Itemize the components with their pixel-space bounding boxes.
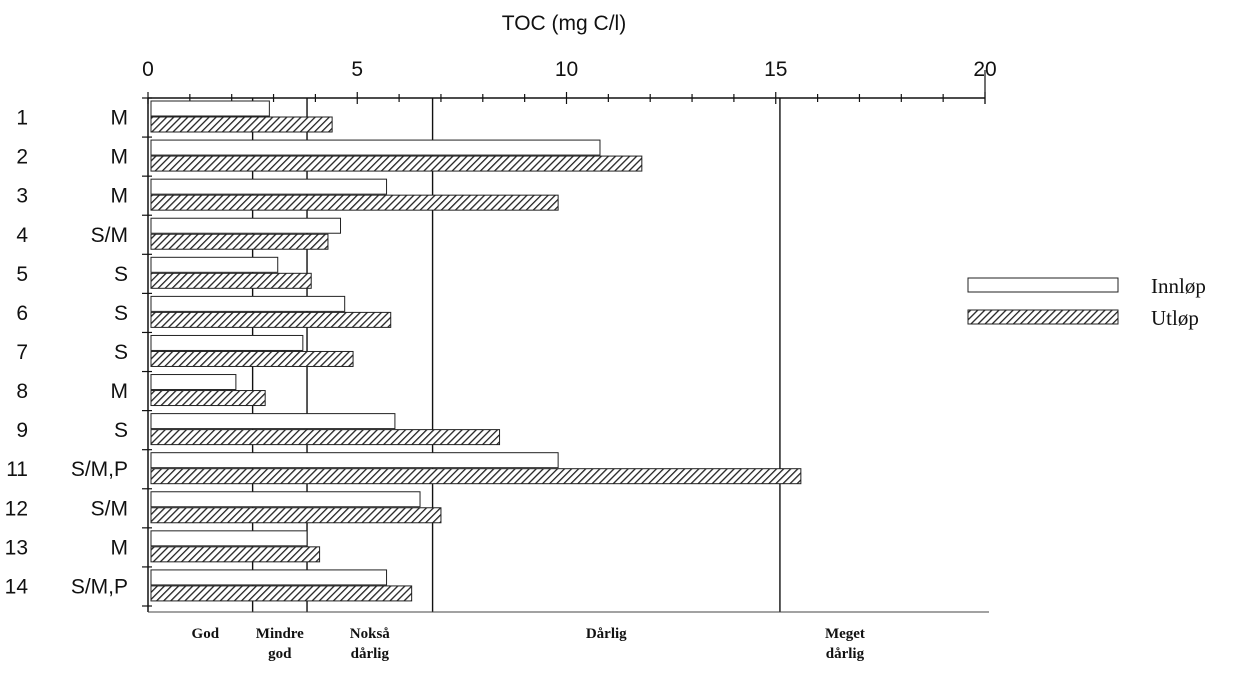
legend-swatch-utlop [967, 309, 1119, 325]
bar-utlop [150, 116, 333, 133]
category-code: S/M,P [71, 458, 128, 481]
quality-class-labels: God Mindre god Nokså dårlig Dårlig Meget dårlig [192, 626, 865, 662]
category-code: S [114, 341, 128, 364]
category-number: 12 [5, 497, 28, 520]
bar-utlop [150, 507, 442, 524]
category-code: M [111, 380, 129, 403]
quality-class-label: Dårlig [586, 626, 627, 642]
bars [150, 100, 802, 602]
bar-utlop [150, 350, 354, 367]
quality-class-label: God [192, 626, 220, 642]
quality-class-label: dårlig [351, 646, 390, 662]
bar-innlop [150, 295, 346, 312]
category-number: 7 [16, 341, 28, 364]
category-code: M [111, 536, 129, 559]
bar-innlop [150, 100, 270, 117]
bar-innlop [150, 256, 279, 273]
quality-class-label: Nokså [350, 626, 391, 642]
category-code: S/M,P [71, 575, 128, 598]
bar-innlop [150, 178, 388, 195]
bar-utlop [150, 194, 559, 211]
bar-utlop [150, 155, 643, 172]
bar-utlop [150, 429, 501, 446]
quality-class-label: dårlig [826, 646, 865, 662]
category-number: 2 [16, 146, 28, 169]
axes: 0 5 10 15 20 [142, 58, 997, 613]
x-tick-label: 20 [973, 58, 996, 81]
quality-class-label: god [268, 646, 292, 662]
bar-innlop [150, 374, 237, 391]
x-tick-label: 0 [142, 58, 154, 81]
category-number: 13 [5, 536, 28, 559]
category-number: 5 [16, 263, 28, 286]
category-code: S [114, 419, 128, 442]
bar-utlop [150, 546, 321, 563]
category-labels: 1 M 2 M 3 M 4 S/M 5 S 6 S 7 S 8 M 9 S 11 S/M,P 12 S/M 13 M 14 S/M… [5, 107, 128, 599]
category-number: 6 [16, 302, 28, 325]
category-code: S [114, 263, 128, 286]
bar-innlop [150, 452, 559, 469]
category-code: M [111, 107, 129, 130]
bar-innlop [150, 334, 304, 351]
category-number: 1 [16, 107, 28, 130]
bar-innlop [150, 139, 601, 156]
category-code: S [114, 302, 128, 325]
bar-innlop [150, 217, 342, 234]
x-tick-label: 5 [351, 58, 363, 81]
bar-utlop [150, 390, 266, 407]
bar-utlop [150, 233, 329, 250]
category-code: M [111, 146, 129, 169]
legend-label-utlop: Utløp [1151, 306, 1199, 330]
category-number: 3 [16, 185, 28, 208]
bar-innlop [150, 491, 421, 508]
category-number: 9 [16, 419, 28, 442]
quality-class-label: Meget [825, 626, 865, 642]
category-code: M [111, 185, 129, 208]
chart-title: TOC (mg C/l) [502, 12, 626, 35]
category-number: 4 [16, 224, 28, 247]
bar-innlop [150, 569, 388, 586]
legend: Innløp Utløp [967, 274, 1206, 330]
category-code: S/M [91, 497, 128, 520]
bar-utlop [150, 272, 312, 289]
bar-utlop [150, 311, 392, 328]
bar-utlop [150, 468, 802, 485]
legend-label-innlop: Innløp [1151, 274, 1206, 298]
category-number: 14 [5, 575, 29, 598]
category-code: S/M [91, 224, 128, 247]
category-number: 8 [16, 380, 28, 403]
legend-swatch-innlop [967, 277, 1119, 293]
x-tick-label: 15 [764, 58, 787, 81]
category-number: 11 [6, 458, 28, 481]
bar-innlop [150, 530, 308, 547]
bar-innlop [150, 413, 396, 430]
x-tick-label: 10 [555, 58, 578, 81]
bar-utlop [150, 585, 413, 602]
quality-class-label: Mindre [256, 626, 304, 642]
